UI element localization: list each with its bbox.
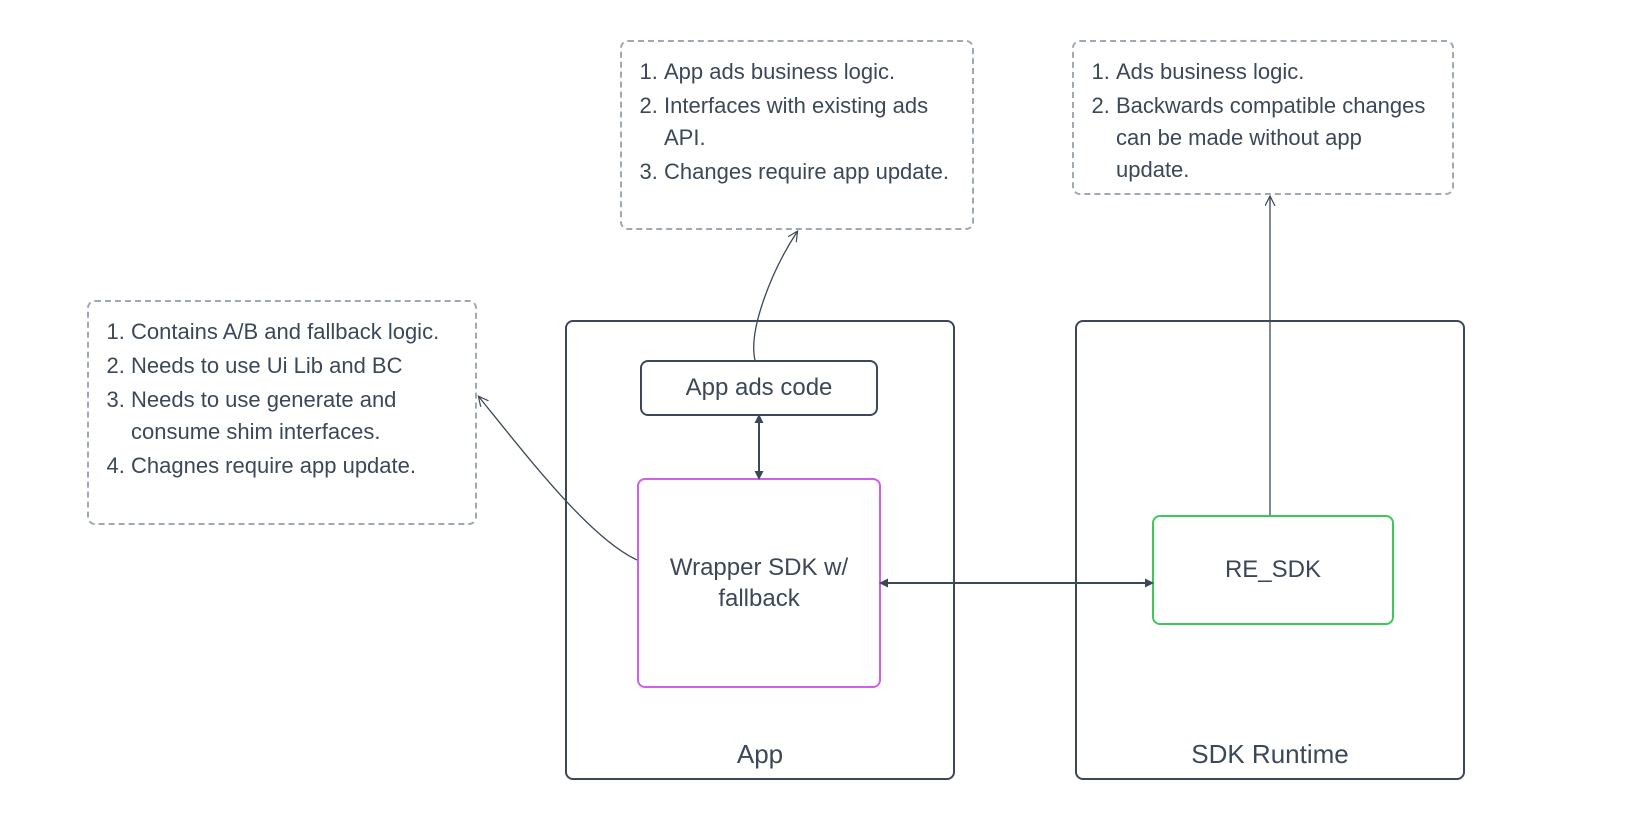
node-re-sdk: RE_SDK: [1152, 515, 1394, 625]
note-item: App ads business logic.: [664, 56, 954, 88]
note-item: Needs to use generate and consume shim i…: [131, 384, 457, 448]
note-item: Interfaces with existing ads API.: [664, 90, 954, 154]
container-sdk-runtime-label: SDK Runtime: [1077, 739, 1463, 770]
note-item: Ads business logic.: [1116, 56, 1434, 88]
note-item: Contains A/B and fallback logic.: [131, 316, 457, 348]
node-app-ads-code-label: App ads code: [642, 362, 876, 414]
note-re-sdk: Ads business logic. Backwards compatible…: [1072, 40, 1454, 195]
node-app-ads-code: App ads code: [640, 360, 878, 416]
container-app-label: App: [567, 739, 953, 770]
note-wrapper-sdk: Contains A/B and fallback logic. Needs t…: [87, 300, 477, 525]
note-item: Backwards compatible changes can be made…: [1116, 90, 1434, 186]
node-wrapper-sdk-label: Wrapper SDK w/ fallback: [639, 480, 879, 686]
node-wrapper-sdk: Wrapper SDK w/ fallback: [637, 478, 881, 688]
note-item: Chagnes require app update.: [131, 450, 457, 482]
note-app-ads-code: App ads business logic. Interfaces with …: [620, 40, 974, 230]
node-re-sdk-label: RE_SDK: [1154, 517, 1392, 623]
note-item: Changes require app update.: [664, 156, 954, 188]
sdk-architecture-diagram: Contains A/B and fallback logic. Needs t…: [0, 0, 1629, 831]
note-item: Needs to use Ui Lib and BC: [131, 350, 457, 382]
